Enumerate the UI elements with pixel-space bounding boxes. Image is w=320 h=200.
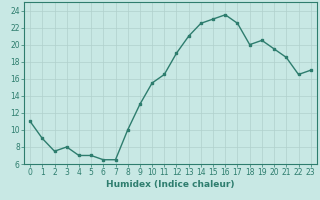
X-axis label: Humidex (Indice chaleur): Humidex (Indice chaleur): [106, 180, 235, 189]
